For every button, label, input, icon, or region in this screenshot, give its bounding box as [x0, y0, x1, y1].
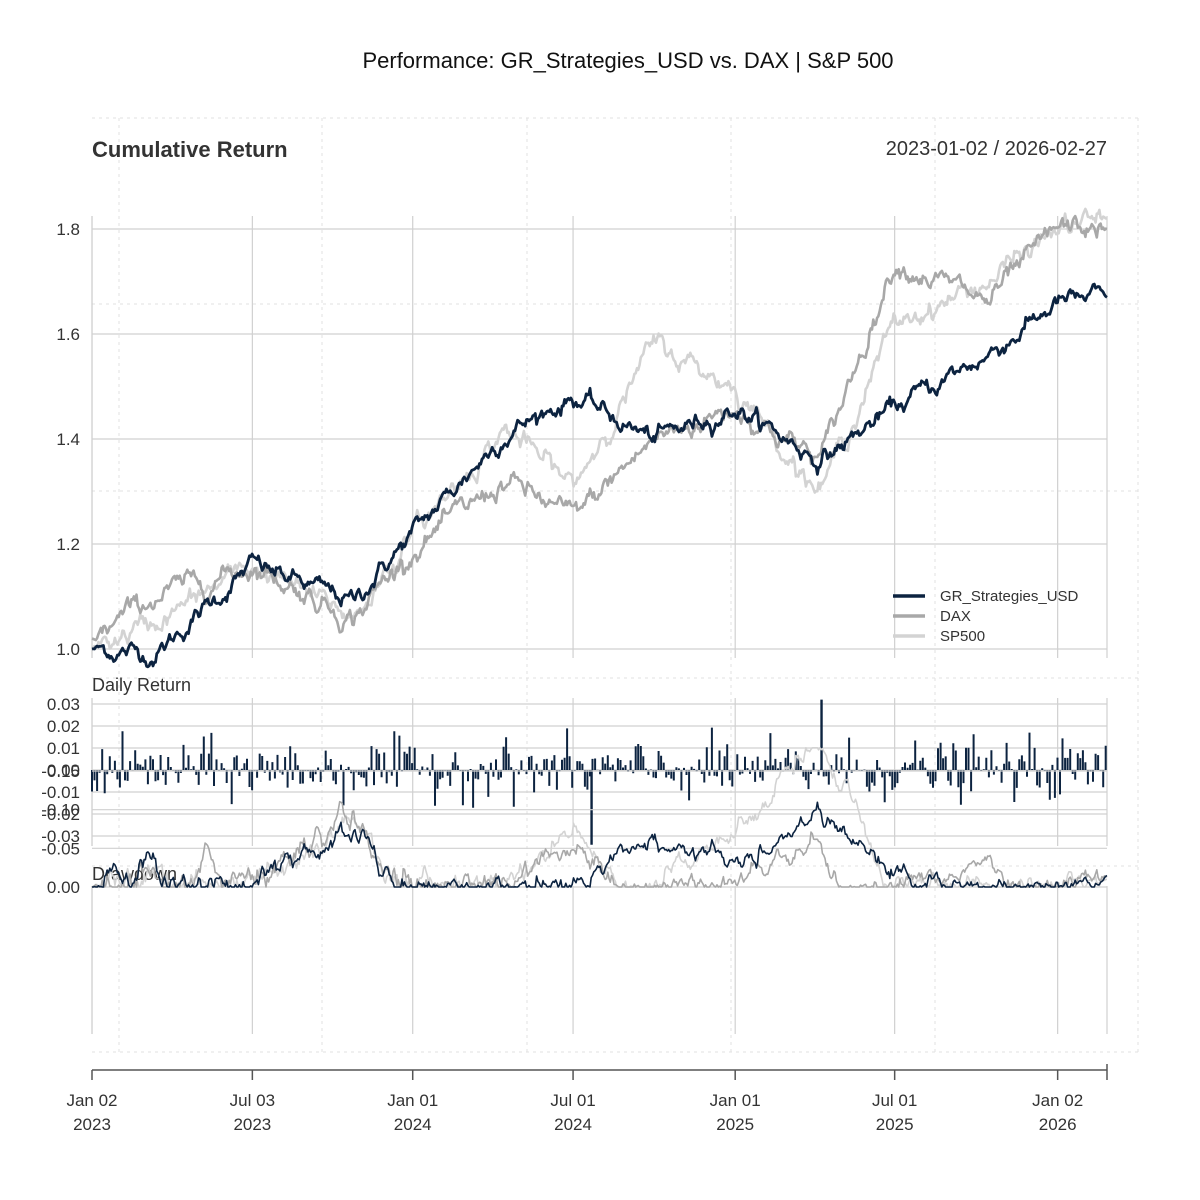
dd-line-gr-strategies-usd — [92, 801, 1108, 888]
x-tick-year-5: 2025 — [876, 1115, 914, 1134]
cum-ytick-3: 1.6 — [56, 325, 80, 344]
drawdown-panel: 0.00 -0.05 -0.10 -0.15 — [41, 747, 1108, 1034]
x-axis: Jan 02 2023 Jul 03 2023 Jan 01 2024 Jul 01 2024… — [66, 1064, 1108, 1134]
ret-ytick-6: -0.03 — [41, 827, 80, 846]
daily-return-panel: 0.03 0.02 0.01 0.00 -0.01 -0.02 -0.03 — [41, 695, 1108, 846]
x-tick-year-3: 2024 — [554, 1115, 592, 1134]
x-tick-month-4: Jan 01 — [710, 1091, 761, 1110]
legend-label-strategy: GR_Strategies_USD — [940, 588, 1079, 605]
x-tick-month-0: Jan 02 — [66, 1091, 117, 1110]
dd-line-sp500 — [92, 747, 1108, 888]
line-sp500 — [90, 207, 1108, 650]
dd-ytick-3: -0.15 — [41, 762, 80, 781]
cumulative-return-panel: 1.0 1.2 1.4 1.6 1.8 — [56, 207, 1108, 669]
line-gr-strategies-usd — [91, 282, 1108, 669]
ret-ytick-0: 0.03 — [47, 695, 80, 714]
line-dax — [91, 214, 1108, 642]
ret-ytick-1: 0.02 — [47, 717, 80, 736]
x-tick-year-2: 2024 — [394, 1115, 432, 1134]
dd-ytick-0: 0.00 — [47, 878, 80, 897]
ret-ytick-2: 0.01 — [47, 739, 80, 758]
dd-ytick-1: -0.05 — [41, 839, 80, 858]
dd-ytick-2: -0.10 — [41, 801, 80, 820]
cum-ytick-4: 1.8 — [56, 220, 80, 239]
x-tick-month-1: Jul 03 — [230, 1091, 275, 1110]
legend-label-sp500: SP500 — [940, 628, 985, 645]
daily-return-title: Daily Return — [92, 675, 191, 695]
x-tick-month-5: Jul 01 — [872, 1091, 917, 1110]
cum-ytick-1: 1.2 — [56, 535, 80, 554]
x-tick-year-0: 2023 — [73, 1115, 111, 1134]
figure-title: Performance: GR_Strategies_USD vs. DAX |… — [362, 48, 893, 73]
legend: GR_Strategies_USD DAX SP500 — [893, 588, 1079, 645]
daily-return-bars — [91, 727, 1107, 808]
x-tick-year-6: 2026 — [1039, 1115, 1077, 1134]
x-tick-year-4: 2025 — [716, 1115, 754, 1134]
legend-label-dax: DAX — [940, 608, 971, 625]
ret-ytick-4: -0.01 — [41, 783, 80, 802]
date-range-label: 2023-01-02 / 2026-02-27 — [886, 138, 1107, 160]
cumulative-return-title: Cumulative Return — [92, 137, 288, 162]
ret-ytick-5: -0.02 — [41, 805, 80, 824]
x-tick-month-6: Jan 02 — [1032, 1091, 1083, 1110]
background-dotted-grid — [92, 117, 1139, 1053]
cum-ytick-2: 1.4 — [56, 430, 80, 449]
cum-ytick-0: 1.0 — [56, 640, 80, 659]
ret-ytick-3: 0.00 — [47, 761, 80, 780]
x-tick-year-1: 2023 — [233, 1115, 271, 1134]
x-tick-month-2: Jan 01 — [387, 1091, 438, 1110]
x-tick-month-3: Jul 01 — [550, 1091, 595, 1110]
